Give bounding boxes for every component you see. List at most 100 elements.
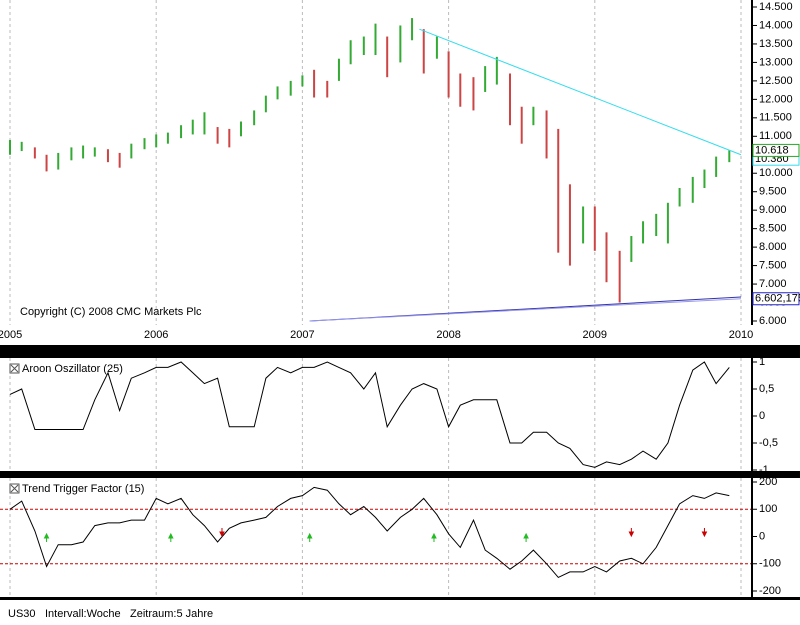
panel-title: Aroon Oszillator (25) [22, 363, 123, 375]
buy-arrow [306, 532, 313, 542]
price-label-box [752, 292, 800, 306]
price-bar [93, 147, 96, 157]
y-tick-label: 10.000 [759, 167, 793, 179]
price-label: 6.602,175 [755, 293, 800, 305]
price-bar [45, 154, 48, 172]
price-bar [509, 73, 512, 126]
footer-symbol: US30 [8, 608, 36, 620]
buy-arrow [168, 532, 174, 542]
price-bar [33, 147, 36, 159]
y-tick-label: 6.000 [759, 315, 787, 327]
footer-interval: Intervall:Woche [45, 608, 121, 620]
price-bar [411, 18, 414, 41]
price-bar [239, 121, 242, 137]
price-bar [289, 80, 292, 96]
price-bar [728, 150, 731, 163]
copyright: Copyright (C) 2008 CMC Markets Plc [20, 306, 202, 318]
footer-period: Zeitraum:5 Jahre [130, 608, 213, 620]
price-bar [106, 149, 109, 163]
price-bar [118, 152, 121, 168]
aroon-axis-panel [753, 358, 800, 471]
sell-arrow [628, 528, 635, 538]
footer-strip [0, 600, 800, 625]
y-tick-label: -100 [759, 558, 781, 570]
indicator-line [9, 486, 730, 579]
y-tick-label: 9.000 [759, 204, 787, 216]
price-bar [216, 127, 219, 144]
price-bar [180, 125, 183, 139]
grid [9, 0, 742, 597]
price-bar [264, 95, 267, 113]
price-bar [435, 36, 438, 59]
price-bar [228, 128, 231, 148]
price-bar [422, 29, 425, 74]
y-tick-label: 0 [759, 410, 765, 422]
y-tick-label: -0,5 [759, 437, 778, 449]
price-bar [642, 221, 645, 244]
price-bar [605, 232, 608, 283]
x-tick-label: 2007 [290, 329, 314, 341]
price-bar [313, 69, 316, 98]
y-tick-label: 8.500 [759, 223, 787, 235]
sell-arrow [219, 528, 225, 538]
buy-arrow [43, 532, 50, 542]
price-bar [678, 188, 681, 207]
y-tick-label: 100 [759, 503, 777, 515]
y-tick-label: 0 [759, 530, 765, 542]
price-bar [557, 128, 560, 253]
y-tick-label: 12.000 [759, 93, 793, 105]
price-bar [253, 110, 256, 126]
price-bar [495, 56, 498, 85]
price-bar [630, 236, 633, 262]
buy-arrow [431, 532, 437, 542]
y-tick-label: 7.000 [759, 278, 787, 290]
price-bar [484, 66, 487, 92]
panel-title: Trend Trigger Factor (15) [22, 483, 144, 495]
buy-arrow [523, 532, 529, 542]
trend-line [309, 298, 742, 322]
price-bar [691, 176, 694, 203]
price-bar [191, 119, 194, 135]
x-tick-label: 2006 [144, 329, 168, 341]
close-icon-cross [10, 484, 19, 493]
y-tick-label: 11.000 [759, 130, 792, 142]
price-bar [399, 25, 402, 63]
price-bar [568, 184, 571, 266]
price-bar [57, 152, 60, 170]
price-bar [472, 77, 475, 111]
x-tick-label: 2010 [729, 329, 753, 341]
indicator-line [9, 361, 730, 468]
price-bar [618, 250, 621, 303]
price-label: 10.618 [755, 144, 789, 156]
price-bar [447, 51, 450, 98]
price-bar [374, 23, 377, 56]
price-bar [143, 138, 146, 150]
price-bar [349, 40, 352, 65]
ttf-axis-panel [753, 478, 800, 597]
price-bar [337, 58, 340, 81]
price-bar [276, 86, 279, 100]
y-tick-label: 0,5 [759, 383, 774, 395]
price-bar [545, 110, 548, 159]
y-tick-label: 9.500 [759, 186, 787, 198]
y-tick-label: 14.000 [759, 19, 793, 31]
y-tick-label: 12.500 [759, 75, 793, 87]
price-bar [20, 141, 23, 152]
x-tick-label: 2005 [0, 329, 22, 341]
price-bar [582, 206, 585, 244]
y-tick-label: 13.500 [759, 38, 793, 50]
price-bar [203, 112, 206, 135]
price-bar [520, 106, 523, 144]
y-tick-label: -1 [759, 464, 769, 476]
trend-line [419, 28, 742, 156]
y-tick-label: 14.500 [759, 1, 793, 13]
x-tick-label: 2009 [583, 329, 607, 341]
price-bar [655, 213, 658, 237]
y-tick-label: 1 [759, 356, 765, 368]
price-bar [326, 80, 329, 98]
price-label-box [752, 143, 800, 157]
price-bar [82, 145, 85, 159]
x-axis-strip [0, 325, 800, 345]
